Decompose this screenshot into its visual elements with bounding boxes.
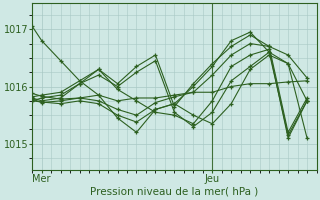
X-axis label: Pression niveau de la mer( hPa ): Pression niveau de la mer( hPa ) <box>90 187 259 197</box>
